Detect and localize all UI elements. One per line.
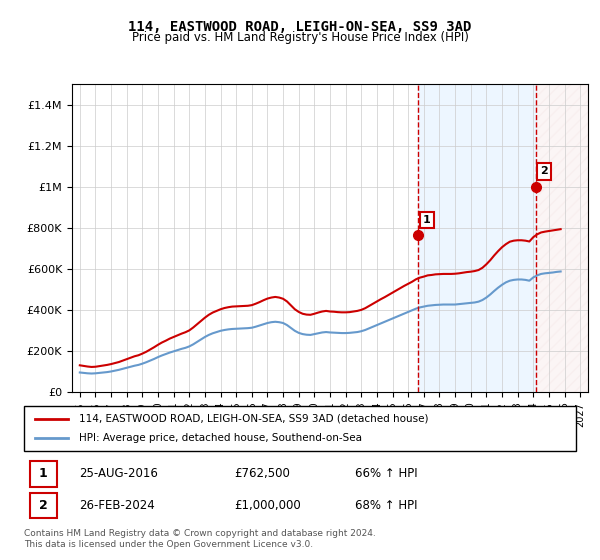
FancyBboxPatch shape — [24, 406, 576, 451]
114, EASTWOOD ROAD, LEIGH-ON-SEA, SS9 3AD (detached house) — [80, 362, 88, 369]
Bar — [418, 84, 536, 392]
114, EASTWOOD ROAD, LEIGH-ON-SEA, SS9 3AD (detached house) — [76, 362, 83, 368]
114, EASTWOOD ROAD, LEIGH-ON-SEA, SS9 3AD (detached house) — [170, 334, 177, 340]
Text: HPI: Average price, detached house, Southend-on-Sea: HPI: Average price, detached house, Sout… — [79, 433, 362, 444]
Text: Price paid vs. HM Land Registry's House Price Index (HPI): Price paid vs. HM Land Registry's House … — [131, 31, 469, 44]
Line: 114, EASTWOOD ROAD, LEIGH-ON-SEA, SS9 3AD (detached house): 114, EASTWOOD ROAD, LEIGH-ON-SEA, SS9 3A… — [80, 229, 560, 367]
Text: 26-FEB-2024: 26-FEB-2024 — [79, 499, 155, 512]
HPI: Average price, detached house, Southend-on-Sea: (2e+03, 9.5e+04): Average price, detached house, Southend-… — [76, 369, 83, 376]
114, EASTWOOD ROAD, LEIGH-ON-SEA, SS9 3AD (detached house) — [291, 306, 298, 312]
FancyBboxPatch shape — [29, 493, 57, 518]
114, EASTWOOD ROAD, LEIGH-ON-SEA, SS9 3AD (detached house) — [221, 305, 228, 311]
HPI: Average price, detached house, Southend-on-Sea: (2e+03, 9.3e+04): Average price, detached house, Southend-… — [80, 370, 88, 376]
Text: 1: 1 — [423, 215, 431, 225]
Text: 114, EASTWOOD ROAD, LEIGH-ON-SEA, SS9 3AD: 114, EASTWOOD ROAD, LEIGH-ON-SEA, SS9 3A… — [128, 20, 472, 34]
Text: 1: 1 — [39, 468, 47, 480]
Text: 25-AUG-2016: 25-AUG-2016 — [79, 468, 158, 480]
Text: £762,500: £762,500 — [234, 468, 290, 480]
HPI: Average price, detached house, Southend-on-Sea: (2.01e+03, 2.98e+05): Average price, detached house, Southend-… — [291, 328, 298, 334]
HPI: Average price, detached house, Southend-on-Sea: (2e+03, 9e+04): Average price, detached house, Southend-… — [88, 370, 95, 377]
HPI: Average price, detached house, Southend-on-Sea: (2e+03, 1.04e+05): Average price, detached house, Southend-… — [112, 367, 119, 374]
114, EASTWOOD ROAD, LEIGH-ON-SEA, SS9 3AD (detached house) — [88, 363, 95, 370]
Bar — [536, 84, 588, 392]
HPI: Average price, detached house, Southend-on-Sea: (2.01e+03, 2.96e+05): Average price, detached house, Southend-… — [358, 328, 365, 334]
HPI: Average price, detached house, Southend-on-Sea: (2e+03, 1.98e+05): Average price, detached house, Southend-… — [170, 348, 177, 354]
114, EASTWOOD ROAD, LEIGH-ON-SEA, SS9 3AD (detached house) — [557, 226, 564, 232]
114, EASTWOOD ROAD, LEIGH-ON-SEA, SS9 3AD (detached house) — [112, 360, 119, 366]
HPI: Average price, detached house, Southend-on-Sea: (2.03e+03, 5.87e+05): Average price, detached house, Southend-… — [557, 268, 564, 275]
Text: 2: 2 — [39, 499, 47, 512]
114, EASTWOOD ROAD, LEIGH-ON-SEA, SS9 3AD (detached house) — [358, 306, 365, 313]
Text: 66% ↑ HPI: 66% ↑ HPI — [355, 468, 418, 480]
Text: £1,000,000: £1,000,000 — [234, 499, 301, 512]
Text: Contains HM Land Registry data © Crown copyright and database right 2024.
This d: Contains HM Land Registry data © Crown c… — [24, 529, 376, 549]
Text: 114, EASTWOOD ROAD, LEIGH-ON-SEA, SS9 3AD (detached house): 114, EASTWOOD ROAD, LEIGH-ON-SEA, SS9 3A… — [79, 413, 428, 423]
FancyBboxPatch shape — [29, 461, 57, 487]
Text: 2: 2 — [541, 166, 548, 176]
Text: 68% ↑ HPI: 68% ↑ HPI — [355, 499, 418, 512]
Line: HPI: Average price, detached house, Southend-on-Sea: HPI: Average price, detached house, Sout… — [80, 272, 560, 374]
HPI: Average price, detached house, Southend-on-Sea: (2e+03, 3.02e+05): Average price, detached house, Southend-… — [221, 326, 228, 333]
